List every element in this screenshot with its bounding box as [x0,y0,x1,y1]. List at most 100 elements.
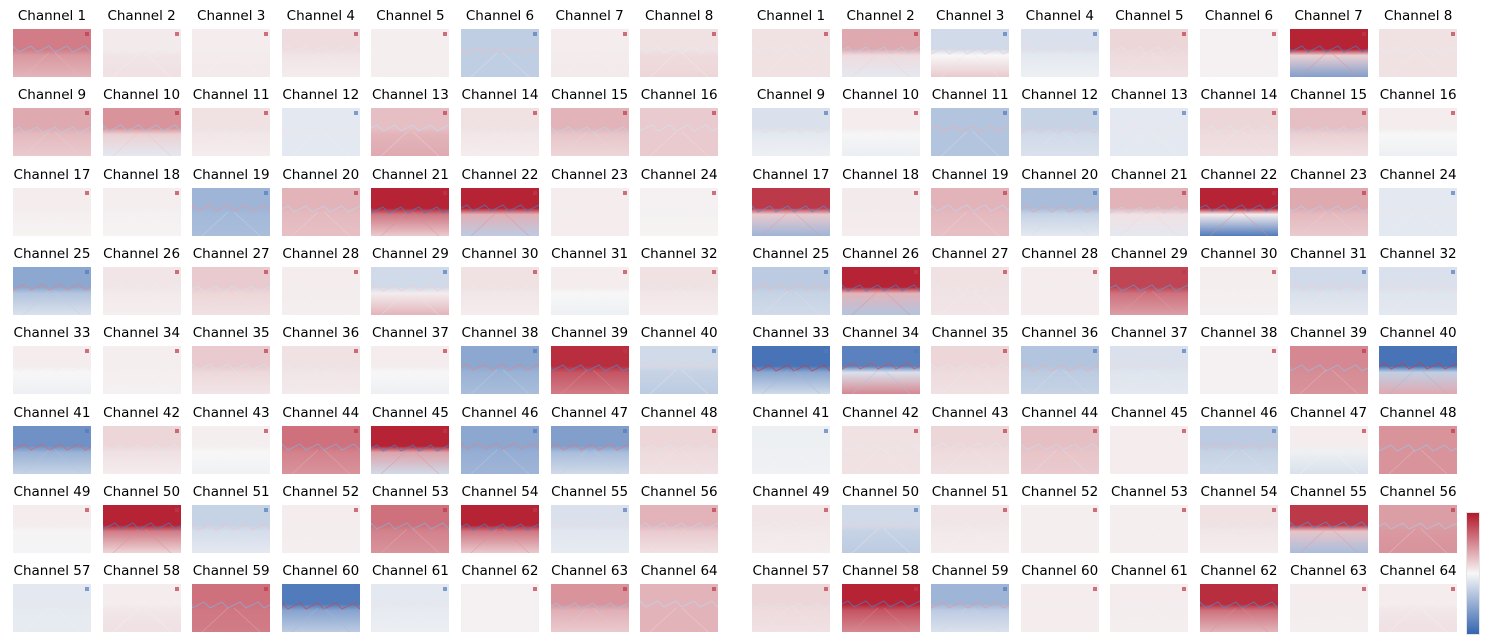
feature-map-background [281,266,360,315]
road-edge-texture [201,449,229,474]
channel-cell: Channel 57 [13,555,103,633]
road-edge-texture [1152,132,1179,157]
feature-hotspot [712,190,717,195]
channel-title: Channel 52 [282,483,360,500]
road-edge-texture [201,607,229,633]
channel-title: Channel 17 [13,166,91,183]
channel-cell: Channel 60 [281,555,372,633]
road-edge-texture [793,290,821,315]
horizon-texture [1379,124,1458,132]
feature-hotspot [1361,587,1366,592]
horizon-texture [550,126,629,134]
feature-hotspot [913,507,918,512]
channel-title: Channel 58 [842,563,920,580]
channel-cell: Channel 55 [1289,476,1380,554]
channel-title: Channel 19 [931,166,1009,183]
horizon-texture [371,284,450,292]
channel-title: Channel 11 [192,87,270,104]
feature-hotspot [533,32,537,36]
horizon-texture [550,283,629,291]
channel-cell: Channel 37 [371,317,461,395]
feature-hotspot [1361,428,1366,433]
channel-title: Channel 10 [103,87,181,104]
road-edge-texture [1062,52,1090,77]
channel-feature-map [1379,187,1458,236]
channel-feature-map [550,108,629,157]
feature-map-background [192,425,271,474]
feature-map-background [371,584,450,633]
channel-title: Channel 51 [192,483,270,500]
feature-hotspot [1092,349,1097,354]
channel-title: Channel 18 [103,166,181,183]
channel-cell: Channel 14 [461,79,551,157]
channel-feature-map [752,346,830,395]
feature-map-background [1289,266,1368,315]
road-edge-texture [291,52,319,77]
road-edge-texture [1331,52,1358,77]
channel-feature-map [1020,504,1099,553]
road-edge-texture [1030,449,1058,474]
road-edge-texture [470,449,498,474]
feature-hotspot [712,349,717,354]
horizon-texture [1289,283,1368,291]
road-edge-texture [649,369,677,395]
channel-cell: Channel 56 [640,476,730,554]
feature-hotspot [443,587,448,592]
channel-title: Channel 64 [1379,563,1457,580]
feature-hotspot [712,269,717,274]
feature-map-background [461,108,539,157]
horizon-texture [1020,126,1099,134]
channel-cell: Channel 23 [1289,159,1380,237]
feature-map-background [1020,266,1099,315]
channel-title: Channel 10 [842,87,920,104]
feature-map-background [640,346,719,395]
channel-cell: Channel 29 [371,238,461,316]
feature-map-background [13,346,91,395]
channel-title: Channel 42 [842,404,920,421]
road-edge-texture [470,369,498,395]
channel-cell: Channel 9 [13,79,103,157]
horizon-texture [752,602,830,610]
feature-hotspot [622,428,627,433]
feature-hotspot [824,587,828,592]
horizon-texture [931,47,1010,55]
channel-feature-map [931,425,1010,474]
channel-title: Channel 12 [1021,87,1099,104]
feature-hotspot [443,349,448,354]
feature-hotspot [1451,587,1456,592]
horizon-texture [550,45,629,53]
channel-feature-map [931,29,1010,77]
channel-cell: Channel 1 [752,0,842,78]
feature-map-background [1289,504,1368,553]
feature-map-background [281,425,360,474]
feature-hotspot [712,111,717,116]
channel-cell: Channel 19 [931,159,1021,237]
horizon-texture [1020,45,1099,53]
road-edge-texture [1152,528,1179,553]
horizon-texture [931,441,1010,450]
feature-map-background [841,266,920,315]
road-edge-texture [144,449,171,474]
feature-hotspot [622,507,627,512]
horizon-texture [1110,522,1189,530]
feature-hotspot [174,428,179,433]
road-edge-texture [413,528,440,553]
channel-title: Channel 20 [1021,166,1099,183]
feature-map-background [1289,187,1368,236]
road-edge-texture [291,607,319,633]
feature-hotspot [353,190,358,195]
road-edge-texture [761,211,789,236]
road-edge-texture [1331,607,1358,633]
road-edge-texture [1030,211,1058,236]
channel-cell: Channel 38 [461,317,551,395]
road-edge-texture [1062,290,1090,315]
channel-feature-map [841,29,920,77]
feature-hotspot [443,428,448,433]
road-edge-texture [1241,132,1269,157]
channel-feature-map [1200,584,1278,633]
road-edge-texture [851,211,878,236]
road-edge-texture [1420,528,1448,553]
road-edge-texture [233,528,261,553]
road-edge-texture [1331,528,1358,553]
road-edge-texture [940,290,968,315]
